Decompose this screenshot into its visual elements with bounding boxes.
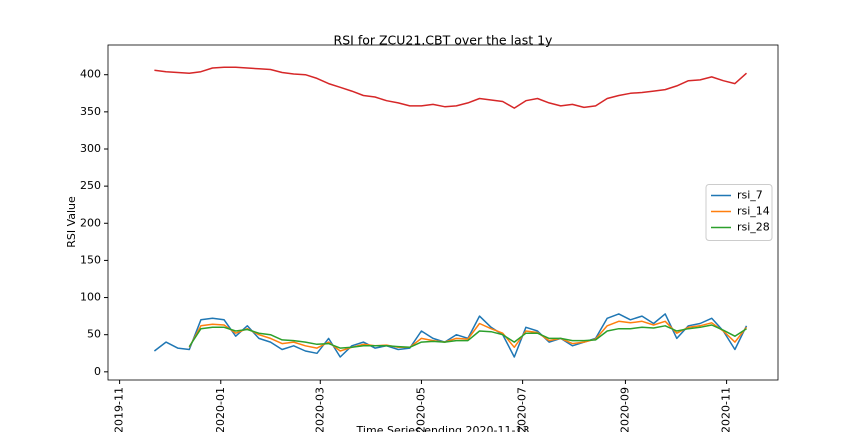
legend-label: rsi_14	[737, 205, 770, 218]
y-tick-label: 200	[80, 216, 101, 229]
series-line	[188, 320, 748, 352]
series-line	[154, 66, 748, 109]
x-tick-label: 2020-05	[414, 387, 427, 432]
chart-title: RSI for ZCU21.CBT over the last 1y	[334, 33, 553, 48]
series-line	[188, 324, 747, 349]
y-axis-label: RSI Value	[65, 196, 78, 248]
legend-label: rsi_7	[737, 189, 763, 202]
x-tick-label: 2020-09	[618, 387, 631, 432]
x-tick-label: 2020-03	[313, 387, 326, 432]
plot-frame	[107, 44, 779, 381]
x-axis-label: Time Series ending 2020-11-13	[356, 424, 530, 432]
y-tick-label: 50	[87, 328, 101, 341]
y-tick-label: 300	[80, 142, 101, 155]
x-tick-label: 2020-01	[214, 387, 227, 432]
legend-label: rsi_28	[737, 221, 770, 234]
y-tick-label: 100	[80, 291, 101, 304]
legend-box	[705, 184, 773, 241]
x-tick-label: 2020-07	[516, 387, 529, 432]
y-tick-label: 350	[80, 105, 101, 118]
x-tick-label: 2019-11	[113, 387, 126, 432]
x-tick-label: 2020-11	[720, 387, 733, 432]
y-tick-label: 0	[94, 365, 101, 378]
y-tick-label: 250	[80, 179, 101, 192]
y-tick-label: 150	[80, 253, 101, 266]
y-tick-label: 400	[80, 68, 101, 81]
